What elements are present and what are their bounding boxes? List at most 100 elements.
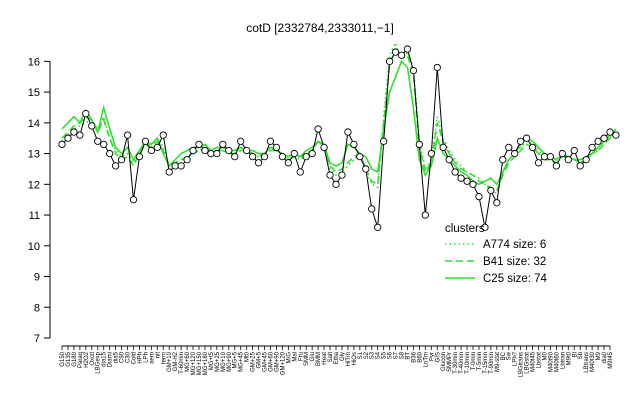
data-point [284, 159, 292, 167]
x-tick-label: GM+25 [251, 351, 257, 372]
data-point [451, 168, 459, 176]
x-tick-label: M/G [286, 352, 292, 364]
data-point [487, 186, 495, 195]
data-point [344, 128, 352, 136]
x-tick-label: GM+10 [167, 351, 173, 372]
x-tick-label: dia15 [102, 351, 108, 366]
y-tick-label: 9 [34, 272, 40, 284]
x-tick-label: S1 [358, 351, 364, 359]
x-tick-label: GM+5 [257, 351, 263, 368]
x-tick-label: MG+5 [233, 351, 239, 368]
x-tick-label: LBGtrans [519, 352, 525, 377]
x-tick-label: Glu [310, 352, 316, 361]
data-point [231, 153, 239, 161]
x-tick-label: T-10min [465, 352, 471, 374]
x-tick-label: S7 [394, 351, 400, 359]
data-point [391, 48, 400, 56]
data-point [326, 171, 334, 179]
x-tick-label: M9t0 [566, 351, 572, 365]
data-point [296, 168, 304, 176]
x-tick-label: M9 [596, 351, 602, 360]
data-point [540, 153, 549, 161]
data-point [552, 162, 561, 170]
x-tick-label: M40t30 [590, 351, 596, 372]
x-tick-label: Mal [292, 352, 298, 362]
data-point [278, 153, 287, 161]
x-tick-label: M0 [542, 351, 548, 360]
data-point [612, 131, 620, 139]
x-tick-label: MG+25 [215, 351, 221, 372]
data-point [463, 177, 471, 185]
x-tick-label: GM+90 [274, 351, 280, 372]
data-point [445, 156, 453, 164]
x-tick-label: SMMPr [447, 352, 453, 372]
x-tick-label: S6 [388, 351, 394, 359]
x-tick-label: GM+120 [280, 351, 286, 375]
y-tick-label: 15 [28, 87, 40, 99]
data-point [570, 146, 578, 155]
data-point [153, 143, 161, 152]
x-tick-label: dia0 [602, 351, 608, 363]
y-tick-label: 14 [28, 118, 40, 130]
y-tick-label: 7 [34, 333, 40, 345]
data-point [558, 149, 566, 158]
data-point [546, 153, 555, 161]
x-tick-label: Cold [131, 352, 137, 364]
x-tick-label: T-15min [483, 352, 489, 374]
x-tick-label: Paraq [78, 352, 84, 368]
x-tick-label: T-5min [477, 352, 483, 370]
y-tick-label: 13 [28, 149, 40, 161]
data-point [517, 137, 525, 145]
x-tick-label: M40t45 [531, 351, 537, 372]
data-point [511, 149, 519, 158]
data-point [415, 140, 424, 149]
data-point [421, 211, 429, 219]
x-tick-label: MG+45 [239, 351, 245, 372]
data-point [290, 149, 298, 158]
data-point [606, 128, 614, 136]
data-point [320, 143, 328, 152]
data-point [356, 153, 364, 161]
x-tick-label: T-90min [489, 352, 495, 374]
data-point [374, 223, 382, 231]
series-line-3 [61, 59, 617, 186]
y-axis: 7 8 9 10 11 12 13 14 15 16 [28, 56, 51, 345]
data-point [600, 134, 608, 142]
x-tick-label: M40t60 [554, 351, 560, 372]
y-tick-label: 10 [28, 241, 40, 253]
x-tick-label: MG+10 [221, 351, 227, 372]
x-tick-label: MG+120 [191, 351, 197, 375]
data-point [505, 143, 513, 152]
y-tick-label: 11 [29, 210, 40, 222]
data-point [582, 156, 590, 164]
data-point [397, 51, 406, 59]
x-tick-label: Mt0 [245, 351, 251, 362]
data-point [576, 162, 584, 170]
data-points [58, 45, 620, 231]
x-tick-label: aero [149, 351, 155, 364]
x-tick-label: M9-stat [495, 352, 501, 372]
data-point [82, 109, 90, 118]
data-point [189, 146, 197, 155]
data-point [260, 153, 269, 161]
legend-title: clusters [445, 223, 485, 235]
data-point [201, 146, 209, 155]
x-tick-label: LoTm [423, 352, 429, 367]
data-point [129, 196, 138, 204]
data-point [469, 180, 477, 188]
data-point [332, 180, 340, 188]
data-point [475, 192, 483, 201]
data-point [207, 149, 215, 158]
x-tick-label: HiTm [346, 352, 352, 366]
data-point [225, 146, 233, 155]
x-tick-label: B36 [411, 351, 417, 362]
x-tick-label: LBGstat [525, 352, 531, 374]
x-axis: G150 G135 G180 Paraq H2O2 Oxctl LBGexp dia15 Dia… [60, 345, 614, 377]
x-tick-label: Heat [322, 352, 328, 365]
data-point [117, 156, 126, 164]
data-point [350, 140, 358, 149]
series-line-2 [61, 47, 617, 192]
x-tick-label: Gly [340, 352, 346, 361]
data-point [528, 143, 537, 152]
